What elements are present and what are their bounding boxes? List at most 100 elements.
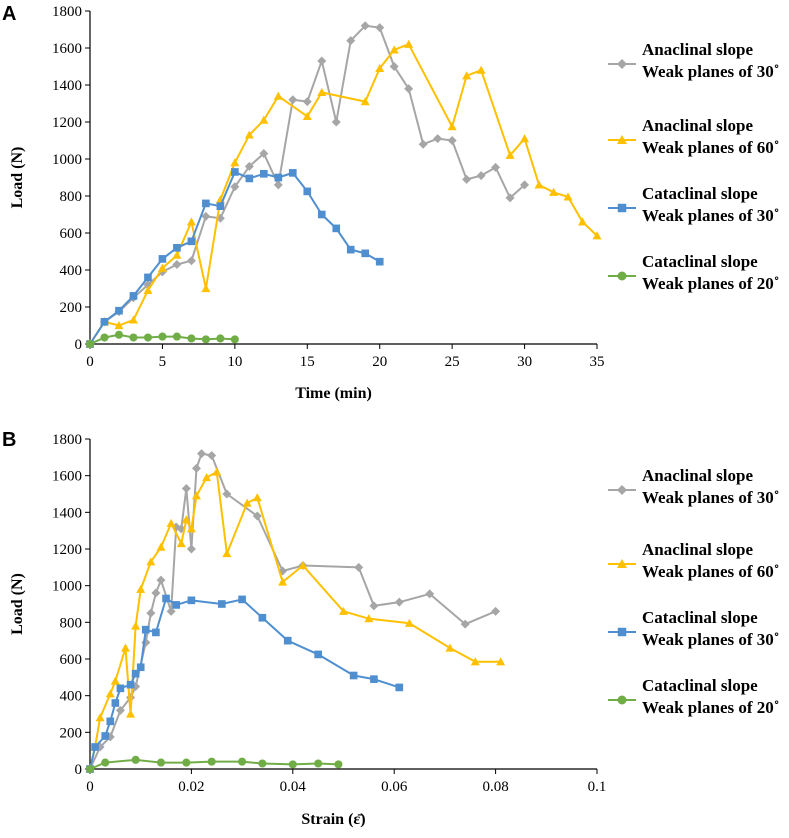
x-axis-title: Strain (ε̄) bbox=[301, 811, 365, 828]
legend-label-line2: Weak planes of 30˚ bbox=[642, 62, 779, 81]
x-tick-label: 0.06 bbox=[381, 779, 408, 795]
data-point bbox=[207, 757, 216, 766]
series-line bbox=[89, 43, 598, 345]
x-tick-label: 0 bbox=[86, 779, 94, 795]
data-point bbox=[283, 636, 292, 645]
data-point bbox=[375, 23, 385, 33]
legend-swatch-marker bbox=[617, 559, 627, 568]
data-point bbox=[101, 758, 110, 767]
data-point bbox=[110, 676, 120, 685]
data-point bbox=[152, 628, 160, 637]
data-point bbox=[360, 97, 370, 106]
data-point bbox=[128, 315, 138, 324]
y-tick-label: 0 bbox=[75, 762, 83, 778]
x-tick-label: 35 bbox=[590, 354, 605, 370]
data-point bbox=[491, 162, 501, 172]
data-point bbox=[260, 169, 268, 178]
data-point bbox=[349, 671, 358, 680]
y-tick-label: 200 bbox=[60, 725, 83, 741]
data-point bbox=[207, 451, 217, 460]
data-point bbox=[298, 561, 308, 570]
data-point bbox=[115, 705, 125, 715]
data-point bbox=[181, 515, 191, 524]
data-point bbox=[143, 333, 152, 342]
data-point bbox=[187, 596, 196, 605]
data-point bbox=[317, 56, 327, 66]
data-point bbox=[129, 333, 138, 342]
data-point bbox=[186, 256, 196, 266]
data-point bbox=[141, 625, 150, 634]
legend-label-line2: Weak planes of 30˚ bbox=[642, 488, 779, 507]
series bbox=[86, 594, 404, 773]
x-tick-label: 20 bbox=[372, 354, 387, 370]
legend-label-line1: Anaclinal slope bbox=[642, 466, 753, 485]
data-point bbox=[314, 650, 322, 659]
data-point bbox=[172, 601, 181, 609]
data-point bbox=[126, 709, 136, 718]
data-point bbox=[317, 210, 326, 219]
data-point bbox=[563, 192, 573, 201]
legend-label-line1: Anaclinal slope bbox=[642, 40, 753, 59]
series-line bbox=[89, 24, 526, 345]
data-point bbox=[143, 285, 153, 294]
x-tick-label: 5 bbox=[159, 354, 167, 370]
y-tick-label: 1400 bbox=[52, 78, 82, 94]
data-point bbox=[360, 21, 370, 31]
panel-label: A bbox=[2, 3, 16, 25]
data-point bbox=[375, 63, 385, 72]
data-point bbox=[370, 675, 378, 683]
y-tick-label: 0 bbox=[75, 337, 83, 353]
data-point bbox=[394, 597, 404, 607]
y-tick-label: 800 bbox=[60, 189, 83, 205]
legend-item: Cataclinal slope Weak planes of 30˚ bbox=[608, 184, 779, 225]
data-point bbox=[244, 161, 254, 171]
data-point bbox=[339, 606, 348, 615]
data-point bbox=[100, 333, 109, 342]
legend-swatch-marker bbox=[617, 485, 627, 495]
data-point bbox=[136, 584, 146, 593]
data-point bbox=[592, 231, 602, 240]
y-tick-label: 400 bbox=[60, 263, 83, 279]
x-tick-label: 30 bbox=[517, 354, 532, 370]
data-point bbox=[231, 168, 239, 176]
y-tick-label: 200 bbox=[60, 300, 83, 316]
data-point bbox=[136, 663, 145, 672]
data-point bbox=[166, 518, 176, 527]
legend-item: Cataclinal slope Weak planes of 20˚ bbox=[608, 676, 779, 717]
y-tick-label: 1400 bbox=[52, 505, 82, 521]
data-point bbox=[186, 217, 196, 226]
data-point bbox=[302, 111, 312, 121]
data-point bbox=[404, 39, 414, 48]
data-point bbox=[144, 273, 152, 282]
x-tick-label: 10 bbox=[227, 354, 242, 370]
series bbox=[85, 39, 602, 348]
data-point bbox=[520, 134, 530, 143]
y-tick-label: 600 bbox=[60, 652, 83, 668]
data-point bbox=[100, 317, 109, 326]
legend-label-line1: Cataclinal slope bbox=[642, 608, 758, 627]
data-point bbox=[172, 250, 182, 259]
data-point bbox=[187, 334, 196, 343]
data-point bbox=[216, 334, 225, 343]
data-point bbox=[91, 743, 99, 751]
data-point bbox=[274, 173, 283, 182]
data-point bbox=[126, 680, 135, 689]
data-point bbox=[369, 601, 379, 611]
data-point bbox=[462, 71, 472, 80]
data-point bbox=[288, 169, 297, 177]
data-point bbox=[346, 36, 356, 46]
y-tick-label: 1800 bbox=[52, 432, 82, 448]
y-tick-label: 600 bbox=[60, 226, 83, 242]
legend-label-line1: Cataclinal slope bbox=[642, 676, 758, 695]
data-point bbox=[505, 150, 515, 159]
data-point bbox=[332, 224, 341, 233]
data-point bbox=[151, 588, 161, 598]
data-point bbox=[191, 463, 201, 473]
data-point bbox=[156, 542, 166, 551]
legend-label-line2: Weak planes of 60˚ bbox=[642, 138, 779, 157]
data-point bbox=[166, 606, 176, 616]
data-point bbox=[114, 321, 124, 330]
data-point bbox=[404, 84, 414, 94]
x-axis-title: Time (min) bbox=[295, 385, 372, 402]
x-tick-label: 0.1 bbox=[588, 779, 607, 795]
